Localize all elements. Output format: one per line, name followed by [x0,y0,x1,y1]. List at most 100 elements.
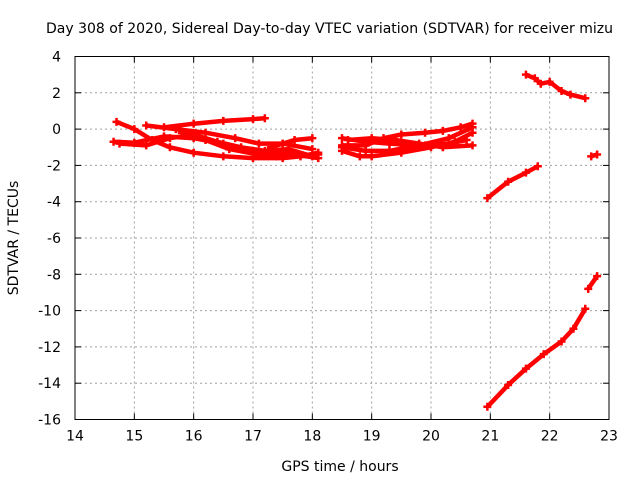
data-point [165,134,174,143]
data-point [367,152,376,161]
data-point [260,114,269,123]
data-point [403,143,412,152]
data-point [112,117,121,126]
y-tick-label: -6 [47,231,61,247]
data-point [308,134,317,143]
x-tick-label: 16 [185,429,203,445]
y-tick-label: 4 [52,50,61,66]
data-point [587,152,596,161]
data-point [521,364,530,373]
data-point [109,137,118,146]
data-point [201,128,210,137]
data-point [545,77,554,86]
data-point [421,141,430,150]
data-point [483,194,492,203]
y-axis-label: SDTVAR / TECUs [6,181,22,296]
data-point [584,284,593,293]
data-point [130,125,139,134]
y-tick-label: -14 [38,376,61,392]
data-point [462,135,471,144]
data-point [296,152,305,161]
data-point [201,135,210,144]
data-point [343,135,352,144]
chart-title: Day 308 of 2020, Sidereal Day-to-day VTE… [46,21,613,37]
plot-frame [74,56,610,420]
data-point [504,177,513,186]
y-tick-label: -8 [47,267,61,283]
data-point [504,381,513,390]
y-tick-label: -16 [38,413,61,429]
data-point [456,123,465,132]
x-tick-label: 22 [541,429,559,445]
data-point [266,143,275,152]
data-point [367,134,376,143]
data-point [272,152,281,161]
series-layer [109,70,602,411]
data-point [391,135,400,144]
data-point [361,146,370,155]
y-tick-label: -10 [38,304,61,320]
data-point [115,139,124,148]
data-point [483,402,492,411]
x-tick-label: 14 [66,429,84,445]
data-point [521,70,530,79]
data-point [254,139,263,148]
data-point [539,350,548,359]
data-point [338,134,346,143]
data-point [468,119,477,128]
data-point [355,152,364,161]
data-point [468,141,477,150]
data-point [557,86,566,95]
x-tick-label: 15 [125,429,143,445]
data-point [249,149,257,158]
data-point [521,168,530,177]
data-point [314,148,323,157]
data-point [444,139,453,148]
data-point [189,119,198,128]
data-point [557,337,566,346]
data-point [165,143,174,152]
data-point [438,126,447,135]
data-point [593,150,602,159]
data-point [385,146,394,155]
series-line-13 [486,164,539,200]
data-point [231,134,240,143]
data-point [142,121,151,130]
series-line-14 [485,307,588,409]
data-point [581,94,590,103]
y-tick-label: -2 [47,158,61,174]
x-axis-label: GPS time / hours [281,459,398,475]
series-line-15 [586,274,599,291]
data-point [160,123,168,132]
data-point [225,145,234,154]
y-tick-label: -12 [38,340,61,356]
x-tick-label: 20 [422,429,440,445]
data-point [569,324,578,333]
axis-ticks: 14 15 16 17 18 19 20 21 22 23420-2-4-6-8-10-12-14… [38,50,618,445]
grid [75,56,609,420]
data-point [421,128,430,137]
x-tick-label: 19 [363,429,381,445]
y-tick-label: 2 [52,86,61,102]
data-point [536,79,545,88]
data-point [142,141,151,150]
x-tick-label: 17 [244,429,262,445]
x-tick-label: 23 [600,429,618,445]
data-point [397,130,406,139]
data-point [593,272,602,281]
data-point [581,304,590,313]
data-point [530,74,539,83]
data-point [249,115,257,124]
x-tick-label: 21 [481,429,499,445]
data-point [533,162,542,171]
y-tick-label: -4 [47,195,61,211]
data-point [338,143,346,152]
data-point [219,152,228,161]
data-point [290,135,299,144]
data-point [189,148,198,157]
x-tick-label: 18 [303,429,321,445]
y-tick-label: 0 [52,122,61,138]
data-point [177,128,186,137]
data-point [566,90,575,99]
